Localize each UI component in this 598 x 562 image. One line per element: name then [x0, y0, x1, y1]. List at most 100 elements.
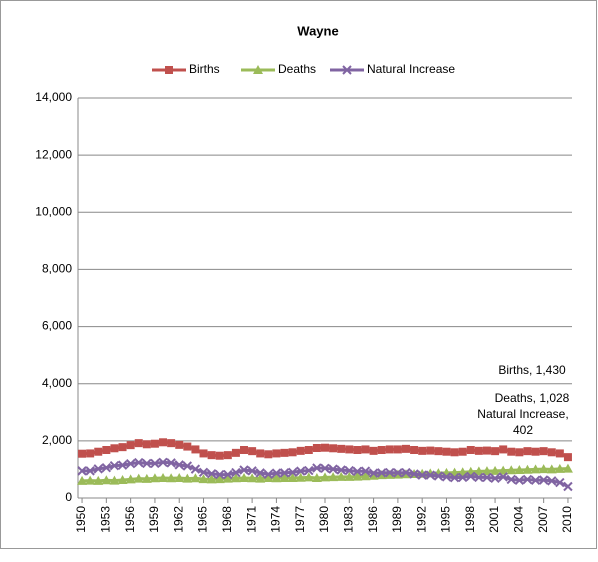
marker [312, 444, 321, 452]
marker [263, 469, 274, 479]
chart-border [0, 0, 597, 549]
marker [458, 447, 467, 456]
marker [482, 472, 492, 483]
marker [174, 460, 184, 470]
x-tick-label: 2004 [512, 506, 526, 533]
marker [149, 473, 160, 483]
marker [466, 446, 475, 454]
marker [279, 468, 290, 478]
marker [295, 472, 306, 482]
marker [295, 466, 306, 476]
marker [101, 475, 112, 485]
marker [515, 448, 524, 457]
data-label: Deaths, 1,028 [494, 391, 570, 405]
x-tick-label: 1995 [439, 506, 453, 533]
marker [77, 475, 88, 485]
marker [231, 467, 241, 478]
marker [369, 446, 378, 455]
marker [255, 473, 266, 483]
marker [110, 444, 119, 453]
marker [166, 458, 176, 468]
marker [198, 474, 209, 484]
series [77, 457, 573, 492]
marker [344, 471, 355, 481]
marker [336, 465, 346, 475]
marker [361, 445, 370, 454]
x-tick-label: 1959 [147, 506, 161, 533]
marker [223, 469, 233, 480]
marker [555, 449, 564, 458]
marker [117, 460, 128, 470]
marker [141, 473, 152, 483]
marker [368, 470, 379, 480]
legend-marker [253, 65, 263, 74]
x-tick-label: 1980 [317, 506, 331, 533]
marker [255, 468, 265, 478]
marker [223, 451, 232, 460]
marker [142, 458, 152, 469]
marker [320, 472, 330, 482]
marker [433, 471, 444, 481]
marker [466, 471, 476, 481]
marker [206, 474, 217, 484]
legend-marker [342, 65, 352, 75]
marker [498, 465, 509, 475]
marker [337, 444, 346, 453]
marker [384, 469, 395, 479]
marker [441, 472, 452, 482]
x-tick-label: 1977 [293, 506, 307, 533]
marker [376, 470, 387, 480]
marker [393, 468, 403, 478]
marker [198, 467, 209, 477]
marker [247, 466, 257, 476]
marker [117, 475, 128, 484]
marker [449, 473, 460, 483]
marker [248, 447, 257, 456]
legend-label: Births [189, 62, 220, 76]
x-tick-label: 1965 [196, 506, 210, 533]
legend-label: Deaths [278, 62, 316, 76]
legend-label: Natural Increase [367, 62, 455, 76]
x-tick-label: 2010 [560, 506, 574, 533]
y-tick-label: 4,000 [42, 376, 72, 390]
marker [174, 473, 185, 482]
marker [304, 446, 313, 454]
marker [271, 473, 282, 483]
marker [175, 440, 184, 449]
marker [311, 473, 322, 482]
marker [547, 448, 556, 457]
marker [287, 467, 298, 477]
marker [190, 473, 201, 483]
marker [288, 448, 297, 457]
marker [554, 463, 565, 473]
marker [481, 466, 492, 476]
marker [329, 444, 338, 453]
chart-title: Wayne [297, 23, 338, 38]
data-label: Births, 1,430 [498, 363, 566, 377]
marker [418, 446, 427, 455]
marker [86, 449, 95, 458]
marker [368, 468, 379, 478]
marker [167, 439, 176, 448]
marker [125, 474, 136, 484]
marker [474, 446, 483, 455]
marker [547, 476, 557, 486]
marker [182, 461, 193, 471]
marker [401, 444, 410, 453]
y-tick-label: 6,000 [42, 319, 72, 333]
marker [102, 446, 111, 454]
marker [450, 448, 459, 457]
marker [93, 464, 103, 474]
marker [214, 474, 225, 484]
marker [239, 465, 249, 475]
marker [401, 467, 411, 478]
marker [222, 473, 233, 483]
marker [353, 446, 362, 454]
marker [150, 439, 159, 448]
marker [256, 449, 265, 458]
marker [498, 472, 508, 482]
x-tick-label: 1998 [463, 506, 477, 533]
marker [312, 463, 322, 473]
y-tick-label: 10,000 [35, 204, 72, 218]
y-tick-label: 0 [65, 490, 72, 504]
